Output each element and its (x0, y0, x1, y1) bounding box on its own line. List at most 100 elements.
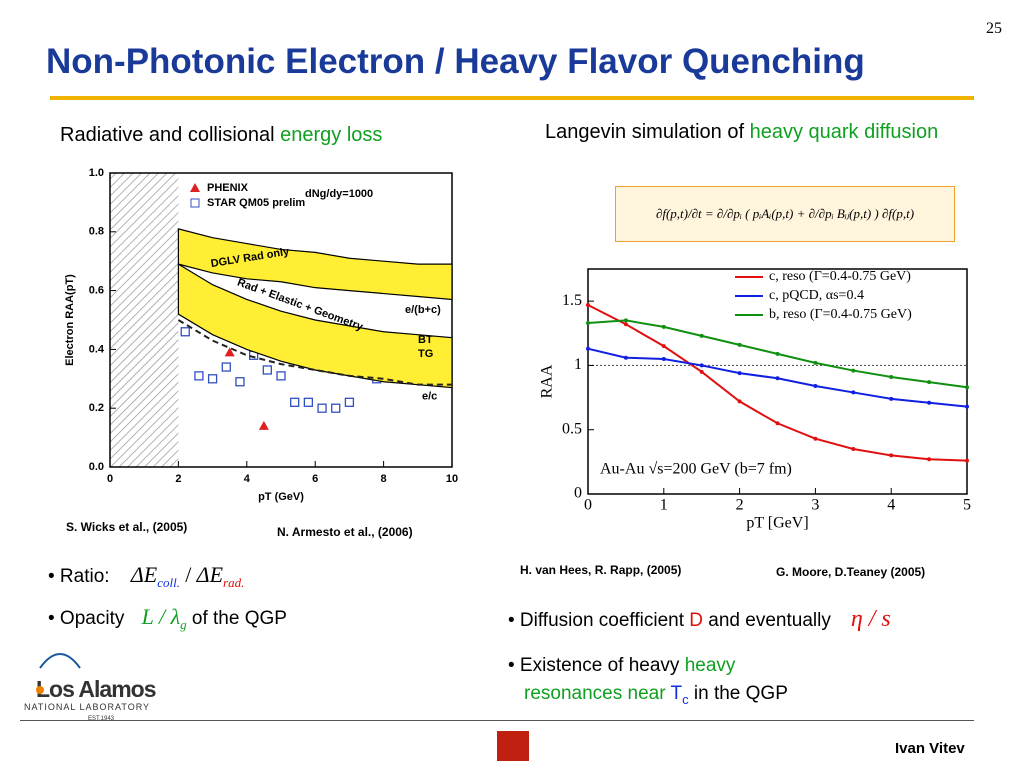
right-heading: Langevin simulation of heavy quark diffu… (545, 118, 965, 146)
text: resonances near (524, 683, 671, 704)
y-tick-label: 0 (574, 485, 582, 502)
page-number: 25 (986, 20, 1002, 37)
rule (50, 96, 974, 100)
point (623, 355, 628, 360)
bullet: • Opacity L / λg of the QGP (48, 604, 287, 633)
text: ΔE (196, 562, 224, 587)
legend-label: PHENIX (207, 182, 249, 194)
point (200, 294, 211, 304)
point (623, 322, 628, 327)
text: heavy quark diffusion (749, 121, 939, 143)
x-tick-label: 2 (175, 473, 181, 485)
point (358, 368, 368, 378)
point (851, 368, 856, 373)
x-tick-label: 4 (244, 473, 251, 485)
point (331, 403, 341, 413)
text: energy loss (280, 124, 383, 146)
point (207, 374, 218, 384)
x-tick-label: 10 (446, 473, 458, 485)
point (851, 447, 856, 451)
point (775, 351, 780, 356)
text: ΔE (130, 562, 158, 587)
line (587, 319, 968, 389)
point (889, 396, 894, 401)
title: Non-Photonic Electron / Heavy Flavor Que… (46, 42, 865, 81)
left-heading: Radiative and collisional energy loss (60, 124, 382, 147)
text: and eventually (703, 610, 831, 631)
citation: G. Moore, D.Teaney (2005) (776, 565, 926, 579)
logo-text: NATIONAL LABORATORY (24, 702, 151, 712)
y-tick-label: 1.5 (562, 292, 582, 309)
x-tick-label: 8 (381, 473, 387, 485)
text: T (670, 683, 683, 704)
text: • Opacity (48, 608, 125, 629)
x-tick-label: 2 (736, 497, 744, 514)
y-tick-label: 0.4 (89, 343, 105, 355)
point (661, 357, 666, 361)
text: / (185, 562, 192, 587)
point (290, 397, 300, 407)
point (927, 457, 932, 462)
x-tick-label: 3 (811, 497, 819, 514)
logo-arc (39, 653, 81, 669)
annotation: dNg/dy=1000 (305, 188, 373, 200)
logo-text: EST.1943 (88, 716, 115, 722)
point (235, 377, 245, 387)
point (194, 371, 204, 381)
point (303, 397, 314, 407)
point (965, 458, 969, 463)
point (927, 380, 932, 385)
point (699, 333, 704, 338)
text: of the QGP (191, 608, 287, 629)
logo-text: Los Alamos (36, 676, 157, 702)
point (699, 363, 704, 368)
y-tick-label: 1 (574, 356, 582, 373)
legend-label: c, reso (Γ=0.4-0.75 GeV) (769, 269, 911, 284)
point (737, 399, 742, 404)
y-tick-label: 0.0 (89, 461, 104, 473)
plot-frame (587, 268, 968, 495)
band (177, 228, 453, 301)
line (177, 319, 452, 386)
band-label: Rad + Elastic + Geometry (236, 277, 366, 334)
annotation: TG (418, 348, 433, 360)
point (965, 404, 969, 409)
point (965, 385, 969, 390)
text: Langevin simulation of (545, 121, 750, 143)
point (258, 420, 269, 430)
y-axis-label: RAA (539, 364, 556, 398)
point (813, 360, 818, 365)
point (889, 375, 894, 379)
annotation: Au-Au √s=200 GeV (b=7 fm) (600, 461, 792, 478)
point (927, 400, 932, 405)
bullet: • Existence of heavy heavy resonances nea… (508, 652, 788, 714)
legend-label: STAR QM05 prelim (207, 197, 305, 209)
text: Radiative and collisional (60, 124, 281, 146)
x-tick-label: 6 (312, 473, 318, 485)
footer-rule (20, 720, 974, 721)
point (586, 346, 590, 351)
point (317, 403, 327, 413)
point (221, 362, 231, 372)
x-tick-label: 0 (584, 497, 592, 514)
text: coll. (157, 574, 180, 590)
line (587, 304, 968, 462)
x-tick-label: 5 (963, 497, 971, 514)
point (889, 453, 894, 458)
point (586, 303, 590, 307)
line (587, 347, 968, 408)
point (661, 324, 666, 329)
text: • Existence of heavy (508, 655, 685, 676)
point (344, 397, 355, 407)
point (623, 318, 628, 323)
point (699, 369, 704, 374)
point (737, 342, 742, 347)
annotation: BT (418, 334, 433, 346)
point (262, 365, 272, 375)
point (224, 347, 235, 357)
annotation: e/(b+c) (405, 304, 441, 316)
text: D (689, 610, 704, 631)
point (813, 384, 818, 388)
point (180, 327, 190, 337)
